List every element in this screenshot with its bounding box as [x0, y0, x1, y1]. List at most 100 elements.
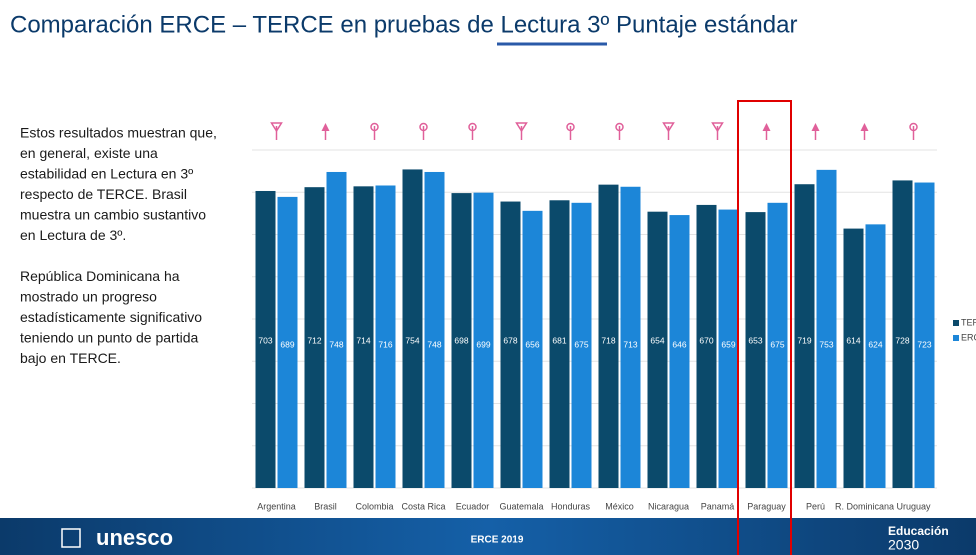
value-label: 713 [623, 339, 637, 349]
bar [892, 180, 913, 489]
legend-swatch [953, 335, 959, 341]
value-label: 716 [378, 339, 392, 349]
x-tick-label: Colombia [355, 501, 393, 511]
x-tick-label: Costa Rica [401, 501, 445, 511]
x-tick-label: Argentina [257, 501, 296, 511]
x-tick-label: Honduras [551, 501, 591, 511]
bar [718, 209, 739, 488]
bar [277, 196, 298, 488]
highlight-box [737, 100, 792, 555]
note-line: respecto de TERCE. Brasil [20, 186, 187, 202]
x-tick-label: Panamá [701, 501, 735, 511]
x-tick-label: R. Dominicana [835, 501, 894, 511]
trend-equal [566, 122, 575, 132]
note-line: Estos resultados muestran que, [20, 125, 217, 141]
value-label: 675 [574, 339, 588, 349]
trend-down [662, 122, 675, 133]
value-label: 646 [672, 339, 686, 349]
note-line: muestra un cambio sustantivo [20, 207, 206, 223]
value-label: 624 [868, 339, 882, 349]
value-label: 712 [307, 335, 321, 345]
trend-equal [419, 122, 428, 132]
value-label: 654 [650, 335, 664, 345]
value-label: 678 [503, 335, 517, 345]
footer-logo: unesco [96, 525, 173, 550]
value-label: 748 [427, 339, 441, 349]
x-tick-label: Brasil [314, 501, 337, 511]
trend-equal [909, 122, 918, 132]
value-label: 699 [476, 339, 490, 349]
bar [843, 228, 864, 488]
footer-band [0, 518, 976, 555]
bar [304, 187, 325, 488]
bar [745, 212, 766, 489]
bar [402, 169, 423, 488]
value-label: 670 [699, 335, 713, 345]
x-tick-label: Uruguay [896, 501, 931, 511]
bar [549, 200, 570, 488]
note-line: teniendo un punto de partida [20, 330, 198, 346]
note-line: estabilidad en Lectura en 3º [20, 166, 193, 182]
bar [375, 185, 396, 489]
value-label: 659 [721, 339, 735, 349]
slide-title: Comparación ERCE – TERCE en pruebas de L… [10, 11, 797, 38]
value-label: 748 [329, 339, 343, 349]
value-label: 753 [819, 339, 833, 349]
bar [255, 190, 276, 489]
footer-center: ERCE 2019 [471, 535, 524, 546]
bar [326, 171, 347, 488]
trend-equal [468, 122, 477, 132]
bar [598, 184, 619, 488]
bar [500, 201, 521, 489]
trend-up [860, 123, 869, 131]
bar [696, 204, 717, 489]
trend-down [711, 122, 724, 133]
legend-label: ERCE [961, 332, 976, 342]
x-tick-label: Ecuador [456, 501, 490, 511]
value-label: 703 [258, 335, 272, 345]
note-line: bajo en TERCE. [20, 350, 121, 366]
trend-down [270, 122, 283, 133]
x-tick-label: Nicaragua [648, 501, 689, 511]
x-tick-label: Guatemala [499, 501, 543, 511]
legend-swatch [953, 320, 959, 326]
bar [816, 169, 837, 489]
value-label: 681 [552, 335, 566, 345]
note-line: en general, existe una [20, 145, 158, 161]
value-label: 718 [601, 335, 615, 345]
bar [669, 215, 690, 488]
bar [620, 186, 641, 488]
value-label: 754 [405, 335, 419, 345]
bar [424, 171, 445, 488]
x-tick-label: Paraguay [747, 501, 786, 511]
bar [865, 224, 886, 489]
trend-equal [370, 122, 379, 132]
value-label: 698 [454, 335, 468, 345]
bar [767, 202, 788, 488]
bar [914, 182, 935, 488]
bar [522, 210, 543, 488]
trend-equal [615, 122, 624, 132]
value-label: 689 [280, 339, 294, 349]
value-label: 728 [895, 335, 909, 345]
bar [647, 211, 668, 488]
unesco-icon [61, 528, 81, 548]
value-label: 614 [846, 335, 860, 345]
value-label: 653 [748, 335, 762, 345]
trend-up [762, 123, 771, 131]
value-label: 656 [525, 339, 539, 349]
value-label: 675 [770, 339, 784, 349]
footer-brand: 2030 [888, 537, 919, 553]
note-line: en Lectura de 3º. [20, 227, 126, 243]
bar [571, 202, 592, 488]
note-line: estadísticamente significativo [20, 309, 202, 325]
x-tick-label: México [605, 501, 634, 511]
value-label: 719 [797, 335, 811, 345]
bar [451, 193, 472, 488]
value-label: 723 [917, 339, 931, 349]
note-line: República Dominicana ha [20, 268, 180, 284]
footer-brand: Educación [888, 524, 949, 538]
trend-up [321, 123, 330, 131]
value-label: 714 [356, 335, 370, 345]
